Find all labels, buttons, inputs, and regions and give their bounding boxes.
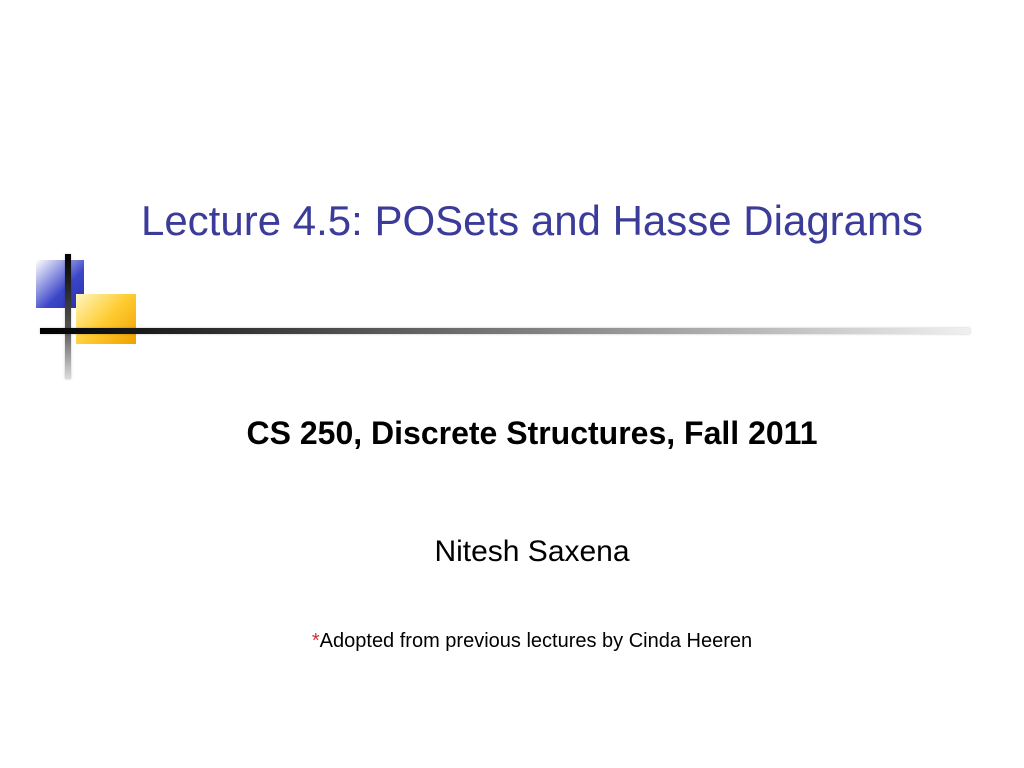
slide-subtitle: CS 250, Discrete Structures, Fall 2011	[100, 415, 964, 452]
slide-title: Lecture 4.5: POSets and Hasse Diagrams	[100, 195, 964, 248]
decor-square-yellow	[76, 294, 136, 344]
slide-footnote: *Adopted from previous lectures by Cinda…	[100, 630, 964, 653]
footnote-text: Adopted from previous lectures by Cinda …	[320, 630, 752, 652]
decor-vertical-rule	[65, 254, 71, 379]
footnote-star: *	[312, 630, 320, 652]
decor-squares	[36, 260, 156, 380]
decor-horizontal-rule	[40, 328, 970, 334]
slide-author: Nitesh Saxena	[100, 535, 964, 569]
slide: Lecture 4.5: POSets and Hasse Diagrams C…	[0, 0, 1024, 768]
